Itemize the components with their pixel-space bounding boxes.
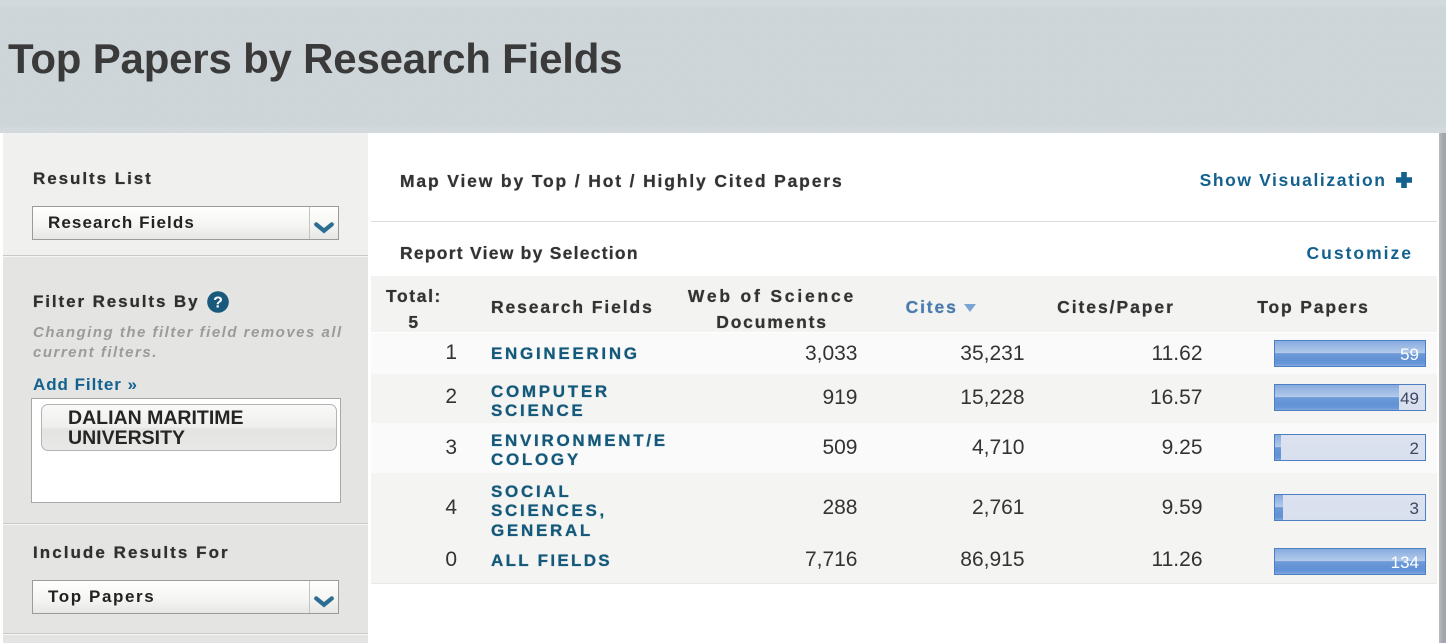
svg-text:?: ? — [213, 295, 223, 312]
